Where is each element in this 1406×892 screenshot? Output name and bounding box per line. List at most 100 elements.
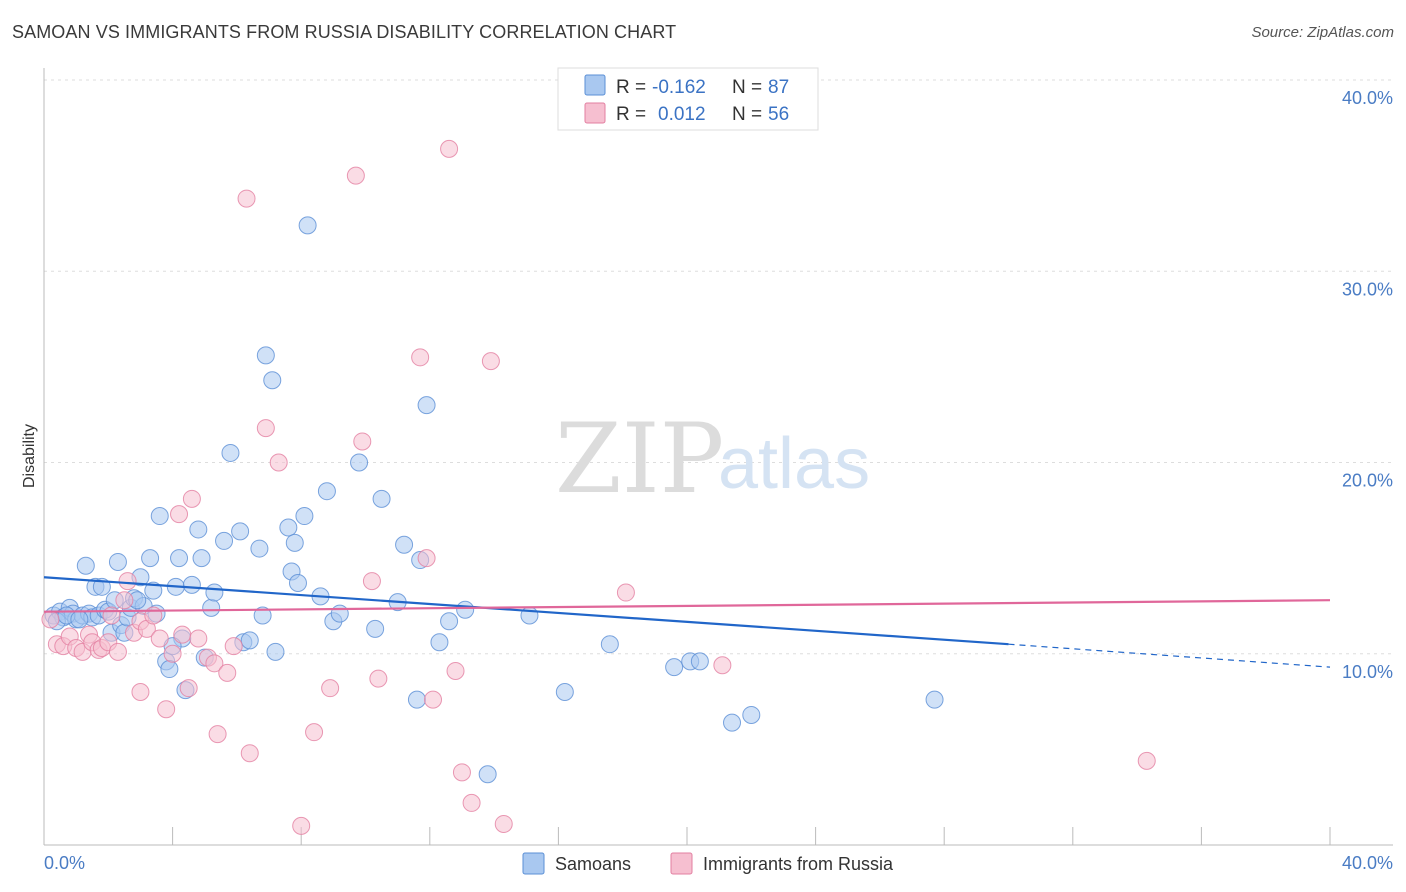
watermark-zip: ZIP bbox=[555, 403, 724, 515]
point-russia-30 bbox=[208, 725, 227, 744]
point-samoans-64 bbox=[395, 535, 414, 554]
chart-title: SAMOAN VS IMMIGRANTS FROM RUSSIA DISABIL… bbox=[12, 22, 677, 42]
point-russia-36 bbox=[269, 453, 288, 472]
point-russia-40 bbox=[346, 166, 365, 185]
point-russia-29 bbox=[205, 654, 224, 673]
legend-swatch-samoans bbox=[584, 74, 606, 96]
point-russia-41 bbox=[353, 432, 372, 451]
point-samoans-68 bbox=[430, 633, 449, 652]
point-russia-22 bbox=[163, 644, 182, 663]
point-samoans-41 bbox=[221, 443, 240, 462]
point-russia-34 bbox=[240, 744, 259, 763]
point-samoans-39 bbox=[205, 583, 224, 602]
point-russia-50 bbox=[462, 793, 481, 812]
point-samoans-31 bbox=[170, 549, 189, 568]
point-russia-38 bbox=[305, 723, 324, 742]
point-samoans-49 bbox=[266, 642, 285, 661]
bottom-legend-label-samoans: Samoans bbox=[555, 854, 631, 874]
point-samoans-79 bbox=[742, 705, 761, 724]
point-russia-21 bbox=[157, 700, 176, 719]
point-samoans-25 bbox=[141, 549, 160, 568]
y-axis-title: Disability bbox=[21, 424, 38, 488]
y-tick-label-0: 10.0% bbox=[1342, 662, 1393, 682]
point-samoans-59 bbox=[330, 604, 349, 623]
point-russia-48 bbox=[446, 661, 465, 680]
axes bbox=[43, 68, 1393, 846]
point-russia-31 bbox=[218, 663, 237, 682]
x-ticks bbox=[172, 827, 1331, 845]
point-samoans-77 bbox=[690, 652, 709, 671]
point-samoans-54 bbox=[295, 507, 314, 526]
point-russia-47 bbox=[440, 139, 459, 158]
point-russia-51 bbox=[481, 352, 500, 371]
point-samoans-60 bbox=[350, 453, 369, 472]
point-samoans-65 bbox=[407, 690, 426, 709]
point-russia-37 bbox=[292, 816, 311, 835]
point-russia-11 bbox=[102, 606, 121, 625]
point-samoans-70 bbox=[456, 600, 475, 619]
point-russia-26 bbox=[182, 489, 201, 508]
point-samoans-52 bbox=[285, 533, 304, 552]
point-samoans-53 bbox=[288, 573, 307, 592]
point-samoans-44 bbox=[240, 631, 259, 650]
point-samoans-55 bbox=[298, 216, 317, 235]
legend-r-label-samoans: R = bbox=[616, 77, 646, 98]
point-russia-33 bbox=[237, 189, 256, 208]
point-samoans-73 bbox=[555, 683, 574, 701]
point-russia-14 bbox=[118, 572, 137, 591]
point-russia-0 bbox=[41, 610, 60, 629]
point-russia-45 bbox=[417, 549, 436, 568]
point-russia-42 bbox=[362, 572, 381, 591]
point-russia-24 bbox=[173, 625, 192, 644]
point-samoans-80 bbox=[925, 690, 944, 709]
point-russia-12 bbox=[108, 642, 127, 661]
point-russia-13 bbox=[115, 591, 134, 610]
point-russia-35 bbox=[256, 419, 275, 438]
point-samoans-40 bbox=[215, 531, 234, 550]
point-russia-23 bbox=[170, 505, 189, 524]
trend-lines bbox=[43, 576, 1331, 668]
point-samoans-61 bbox=[366, 619, 385, 638]
y-tick-label-3: 40.0% bbox=[1342, 88, 1393, 108]
bottom-legend-label-russia: Immigrants from Russia bbox=[703, 854, 894, 874]
y-tick-label-2: 30.0% bbox=[1342, 279, 1393, 299]
trend-line-samoans-extension bbox=[1008, 643, 1331, 668]
legend-r-value-samoans: -0.162 bbox=[652, 77, 706, 98]
y-tick-label-1: 20.0% bbox=[1342, 471, 1393, 491]
point-russia-20 bbox=[150, 629, 169, 648]
point-samoans-83 bbox=[70, 610, 89, 629]
trend-line-samoans bbox=[43, 576, 1009, 646]
grid-lines bbox=[44, 79, 1393, 655]
x-tick-label-min: 0.0% bbox=[44, 853, 85, 873]
point-samoans-36 bbox=[192, 549, 211, 568]
legend-n-label-russia: N = bbox=[732, 104, 762, 125]
point-samoans-67 bbox=[417, 396, 436, 415]
legend-n-label-samoans: N = bbox=[732, 77, 762, 98]
watermark: ZIP atlas bbox=[555, 403, 870, 515]
legend: R = -0.162 N = 87 R = 0.012 N = 56 bbox=[557, 67, 819, 131]
bottom-legend: Samoans Immigrants from Russia bbox=[522, 852, 894, 875]
y-tick-labels: 10.0% 20.0% 30.0% 40.0% bbox=[1342, 88, 1393, 682]
data-points bbox=[41, 139, 1156, 835]
point-russia-54 bbox=[713, 656, 732, 675]
point-samoans-78 bbox=[723, 713, 742, 732]
point-samoans-27 bbox=[150, 507, 169, 526]
point-russia-53 bbox=[616, 583, 635, 602]
point-samoans-29 bbox=[160, 660, 179, 679]
point-russia-44 bbox=[411, 348, 430, 367]
point-russia-52 bbox=[494, 814, 513, 833]
legend-r-label-russia: R = bbox=[616, 104, 646, 125]
point-samoans-26 bbox=[144, 581, 163, 600]
point-samoans-35 bbox=[189, 520, 208, 539]
point-samoans-50 bbox=[279, 518, 298, 537]
point-russia-17 bbox=[131, 683, 150, 701]
point-russia-39 bbox=[321, 679, 340, 698]
bottom-legend-swatch-samoans bbox=[522, 852, 545, 875]
point-samoans-47 bbox=[256, 346, 275, 365]
legend-r-value-russia: 0.012 bbox=[658, 104, 706, 125]
point-samoans-17 bbox=[108, 552, 127, 571]
point-russia-43 bbox=[369, 669, 388, 688]
point-samoans-57 bbox=[317, 482, 336, 501]
legend-n-value-russia: 56 bbox=[768, 104, 789, 125]
point-samoans-69 bbox=[440, 612, 459, 631]
